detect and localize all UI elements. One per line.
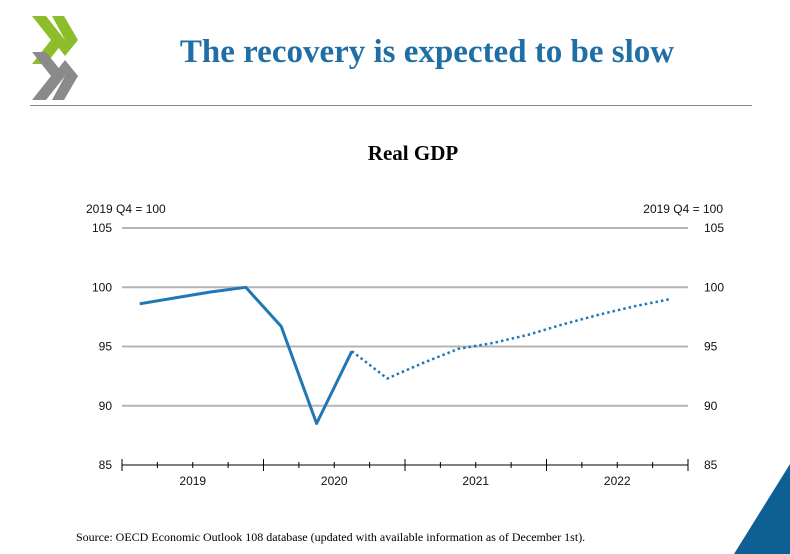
logo-grey-chevron <box>32 52 65 100</box>
y-tick-label-right: 105 <box>704 221 724 235</box>
y-tick-label-right: 85 <box>704 458 718 472</box>
x-tick-label: 2020 <box>321 474 348 488</box>
actual-series-line <box>139 285 354 425</box>
chart-title: Real GDP <box>367 141 459 165</box>
y-tick-label-left: 85 <box>99 458 113 472</box>
slide-title: The recovery is expected to be slow <box>179 34 675 70</box>
right-axis-unit-label: 2019 Q4 = 100 <box>643 202 723 216</box>
y-tick-label-right: 95 <box>704 340 718 354</box>
left-axis-unit-label: 2019 Q4 = 100 <box>86 202 166 216</box>
y-tick-label-left: 90 <box>99 399 113 413</box>
x-tick-label: 2019 <box>179 474 206 488</box>
logo-green-chevron <box>32 16 65 64</box>
logo-green-chevron <box>52 16 78 56</box>
logo-grey-chevron <box>52 60 78 100</box>
x-tick-label: 2022 <box>604 474 631 488</box>
y-tick-label-left: 95 <box>99 340 113 354</box>
projection-series-line <box>351 297 671 380</box>
y-tick-label-right: 90 <box>704 399 718 413</box>
oecd-logo <box>32 16 78 100</box>
corner-decoration <box>734 464 790 554</box>
title-divider <box>30 105 752 106</box>
source-note: Source: OECD Economic Outlook 108 databa… <box>76 530 586 544</box>
y-tick-label-right: 100 <box>704 280 724 294</box>
y-tick-label-left: 105 <box>92 221 112 235</box>
y-tick-label-left: 100 <box>92 280 112 294</box>
x-tick-label: 2021 <box>462 474 489 488</box>
